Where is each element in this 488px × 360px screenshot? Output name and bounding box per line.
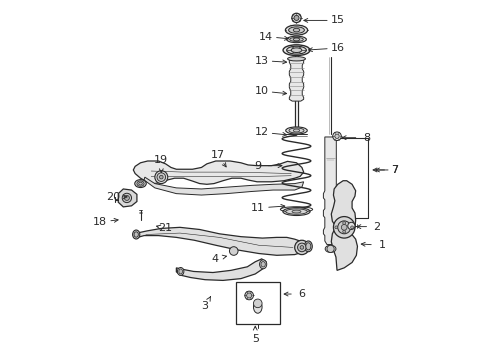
Text: 14: 14 — [259, 32, 272, 41]
Text: 17: 17 — [210, 150, 224, 160]
Polygon shape — [135, 227, 305, 255]
Ellipse shape — [253, 301, 262, 313]
Circle shape — [297, 243, 305, 252]
Circle shape — [342, 222, 345, 225]
Ellipse shape — [261, 262, 265, 267]
Ellipse shape — [291, 210, 301, 213]
Text: 10: 10 — [254, 86, 268, 96]
Ellipse shape — [135, 180, 146, 188]
Ellipse shape — [287, 57, 305, 61]
Circle shape — [253, 299, 262, 308]
Circle shape — [124, 195, 129, 201]
Polygon shape — [330, 181, 357, 270]
Ellipse shape — [259, 260, 266, 269]
Polygon shape — [176, 259, 265, 280]
Ellipse shape — [137, 181, 144, 186]
Ellipse shape — [132, 230, 140, 239]
Text: 8: 8 — [362, 133, 369, 143]
Ellipse shape — [285, 127, 306, 134]
Circle shape — [294, 240, 308, 255]
Circle shape — [246, 293, 251, 298]
Ellipse shape — [293, 38, 299, 41]
Text: 1: 1 — [378, 240, 385, 250]
Circle shape — [341, 225, 346, 230]
Ellipse shape — [293, 28, 299, 32]
Ellipse shape — [283, 45, 309, 55]
Ellipse shape — [285, 25, 307, 35]
Ellipse shape — [139, 182, 142, 185]
Circle shape — [337, 221, 350, 234]
Circle shape — [333, 217, 354, 238]
Bar — [235, 282, 280, 324]
Ellipse shape — [305, 243, 310, 250]
Circle shape — [155, 171, 167, 184]
Circle shape — [159, 175, 163, 179]
Circle shape — [229, 247, 238, 255]
Text: 20: 20 — [105, 192, 120, 202]
Ellipse shape — [282, 208, 309, 216]
Ellipse shape — [325, 245, 335, 252]
Text: 13: 13 — [254, 55, 268, 66]
Text: 12: 12 — [254, 127, 268, 137]
Polygon shape — [118, 189, 137, 207]
Ellipse shape — [179, 269, 182, 274]
Polygon shape — [289, 60, 303, 101]
Circle shape — [244, 291, 253, 300]
Text: 6: 6 — [298, 289, 305, 299]
Text: 2: 2 — [373, 222, 380, 231]
Text: 3: 3 — [201, 301, 208, 311]
Text: 9: 9 — [253, 161, 261, 171]
Circle shape — [334, 226, 337, 229]
Ellipse shape — [290, 48, 301, 53]
Circle shape — [347, 222, 354, 229]
Text: 15: 15 — [330, 15, 344, 26]
Ellipse shape — [177, 267, 183, 275]
Polygon shape — [133, 161, 303, 184]
Circle shape — [122, 193, 131, 203]
Text: 7: 7 — [391, 165, 398, 175]
Text: 16: 16 — [330, 43, 344, 53]
Ellipse shape — [286, 46, 306, 54]
Polygon shape — [144, 177, 303, 195]
Circle shape — [291, 13, 301, 23]
Circle shape — [326, 245, 333, 252]
Ellipse shape — [285, 209, 306, 214]
Ellipse shape — [293, 129, 299, 132]
Circle shape — [342, 230, 345, 233]
Ellipse shape — [289, 37, 303, 41]
Circle shape — [332, 132, 341, 140]
Ellipse shape — [286, 36, 306, 42]
Text: 7: 7 — [391, 165, 398, 175]
Circle shape — [157, 173, 165, 181]
Circle shape — [293, 15, 298, 21]
Text: 4: 4 — [211, 254, 218, 264]
Ellipse shape — [134, 232, 138, 237]
Polygon shape — [323, 137, 337, 244]
Circle shape — [300, 246, 303, 249]
Ellipse shape — [288, 27, 304, 33]
Ellipse shape — [288, 128, 304, 133]
Text: 19: 19 — [154, 155, 168, 165]
Circle shape — [350, 226, 353, 229]
Text: 18: 18 — [93, 217, 107, 227]
Ellipse shape — [304, 241, 312, 252]
Text: 11: 11 — [251, 203, 264, 213]
Circle shape — [334, 134, 339, 138]
Text: 5: 5 — [251, 333, 258, 343]
Text: 21: 21 — [158, 224, 172, 233]
